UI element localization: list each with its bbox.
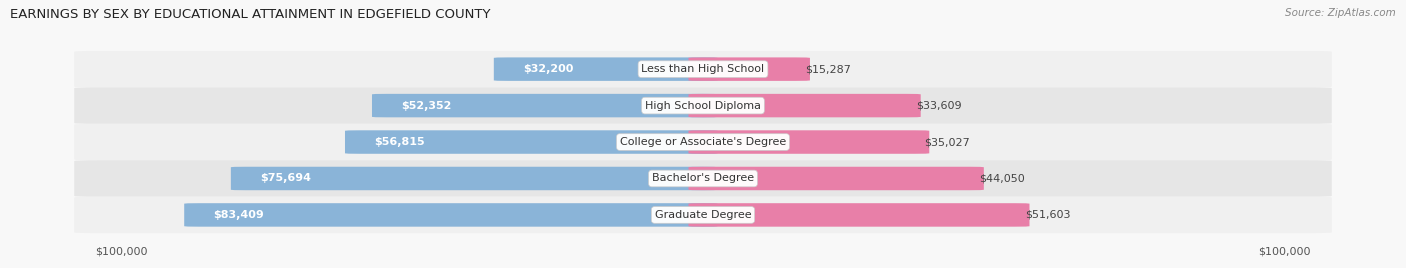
Text: $33,609: $33,609 (915, 100, 962, 111)
Text: Source: ZipAtlas.com: Source: ZipAtlas.com (1285, 8, 1396, 18)
FancyBboxPatch shape (231, 167, 717, 190)
Text: $52,352: $52,352 (401, 100, 451, 111)
Text: EARNINGS BY SEX BY EDUCATIONAL ATTAINMENT IN EDGEFIELD COUNTY: EARNINGS BY SEX BY EDUCATIONAL ATTAINMEN… (10, 8, 491, 21)
Text: $44,050: $44,050 (979, 173, 1025, 184)
Text: $32,200: $32,200 (523, 64, 574, 74)
FancyBboxPatch shape (75, 160, 1331, 197)
Text: Graduate Degree: Graduate Degree (655, 210, 751, 220)
Text: College or Associate's Degree: College or Associate's Degree (620, 137, 786, 147)
FancyBboxPatch shape (75, 51, 1331, 87)
FancyBboxPatch shape (184, 203, 717, 227)
Text: $56,815: $56,815 (374, 137, 425, 147)
Text: $15,287: $15,287 (806, 64, 851, 74)
Text: $35,027: $35,027 (924, 137, 970, 147)
FancyBboxPatch shape (75, 87, 1331, 124)
Text: $100,000: $100,000 (1258, 247, 1310, 257)
Text: $100,000: $100,000 (96, 247, 148, 257)
Text: $75,694: $75,694 (260, 173, 311, 184)
Text: $51,603: $51,603 (1025, 210, 1070, 220)
FancyBboxPatch shape (75, 197, 1331, 233)
Text: $83,409: $83,409 (214, 210, 264, 220)
FancyBboxPatch shape (494, 57, 717, 81)
FancyBboxPatch shape (689, 94, 921, 117)
FancyBboxPatch shape (689, 57, 810, 81)
FancyBboxPatch shape (689, 130, 929, 154)
Text: Less than High School: Less than High School (641, 64, 765, 74)
FancyBboxPatch shape (689, 167, 984, 190)
FancyBboxPatch shape (689, 203, 1029, 227)
Text: Bachelor's Degree: Bachelor's Degree (652, 173, 754, 184)
FancyBboxPatch shape (373, 94, 717, 117)
Text: High School Diploma: High School Diploma (645, 100, 761, 111)
FancyBboxPatch shape (75, 124, 1331, 160)
FancyBboxPatch shape (344, 130, 717, 154)
